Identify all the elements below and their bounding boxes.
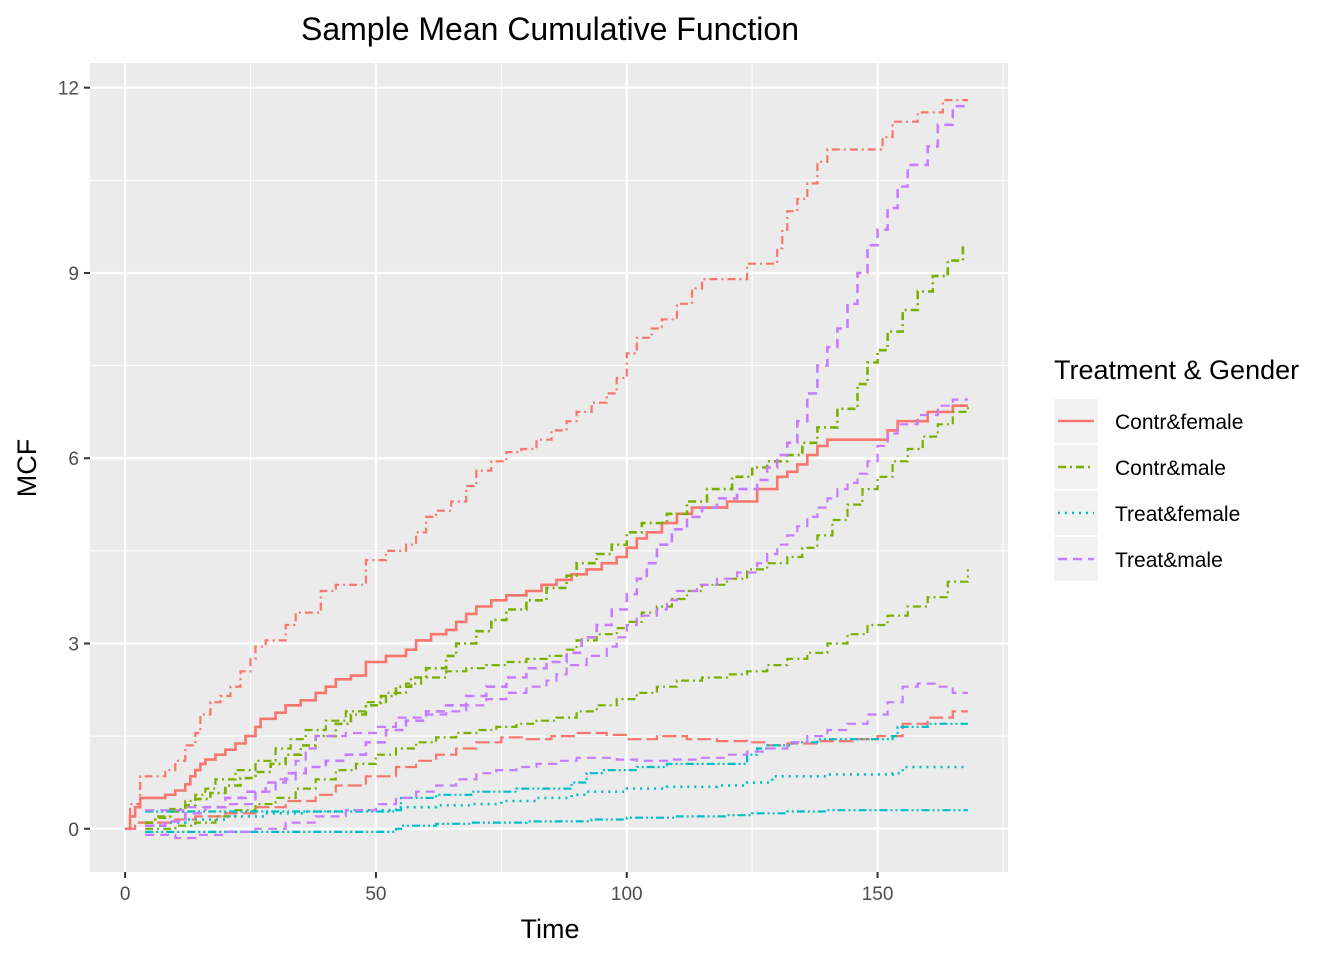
minor-gridlines bbox=[90, 63, 1008, 872]
series-contr-female bbox=[125, 99, 968, 831]
legend-title: Treatment & Gender bbox=[1054, 355, 1299, 385]
y-tick-label: 6 bbox=[68, 449, 79, 470]
y-tick-label: 0 bbox=[68, 820, 79, 841]
series-line-lower bbox=[145, 569, 969, 830]
y-axis-title: MCF bbox=[12, 439, 42, 497]
y-axis: 0 3 6 9 12 bbox=[58, 79, 90, 841]
series-line-upper bbox=[145, 405, 969, 824]
series-line-lower bbox=[145, 809, 968, 833]
series-layer bbox=[125, 99, 969, 840]
series-line-lower bbox=[145, 682, 968, 840]
legend-label: Treat&female bbox=[1115, 503, 1240, 526]
x-axis: 0 50 100 150 bbox=[120, 872, 894, 905]
legend-label: Contr&male bbox=[1115, 457, 1226, 480]
series-line-upper bbox=[145, 722, 968, 813]
series-line-upper bbox=[145, 398, 968, 812]
series-line-lower bbox=[125, 710, 968, 830]
series-treat-female bbox=[145, 722, 968, 833]
y-tick-label: 12 bbox=[58, 79, 79, 100]
legend: Treatment & Gender Contr&female Contr&mal… bbox=[1054, 355, 1299, 581]
series-treat-male bbox=[145, 104, 968, 840]
chart-title: Sample Mean Cumulative Function bbox=[301, 11, 799, 47]
y-tick-label: 9 bbox=[68, 264, 79, 285]
legend-key bbox=[1054, 491, 1098, 535]
plot-panel bbox=[90, 63, 1008, 872]
series-line-estimate bbox=[145, 104, 968, 827]
legend-label: Treat&male bbox=[1115, 549, 1223, 572]
series-line-estimate bbox=[145, 245, 965, 824]
x-tick-label: 150 bbox=[862, 884, 894, 905]
x-tick-label: 100 bbox=[611, 884, 643, 905]
major-gridlines bbox=[90, 63, 1008, 872]
y-tick-label: 3 bbox=[68, 635, 79, 656]
series-line-upper bbox=[125, 99, 968, 830]
x-axis-title: Time bbox=[521, 914, 580, 944]
x-tick-label: 50 bbox=[365, 884, 386, 905]
legend-label: Contr&female bbox=[1115, 411, 1243, 434]
series-line-estimate bbox=[125, 404, 968, 831]
x-tick-label: 0 bbox=[120, 884, 131, 905]
series-contr-male bbox=[145, 245, 969, 830]
